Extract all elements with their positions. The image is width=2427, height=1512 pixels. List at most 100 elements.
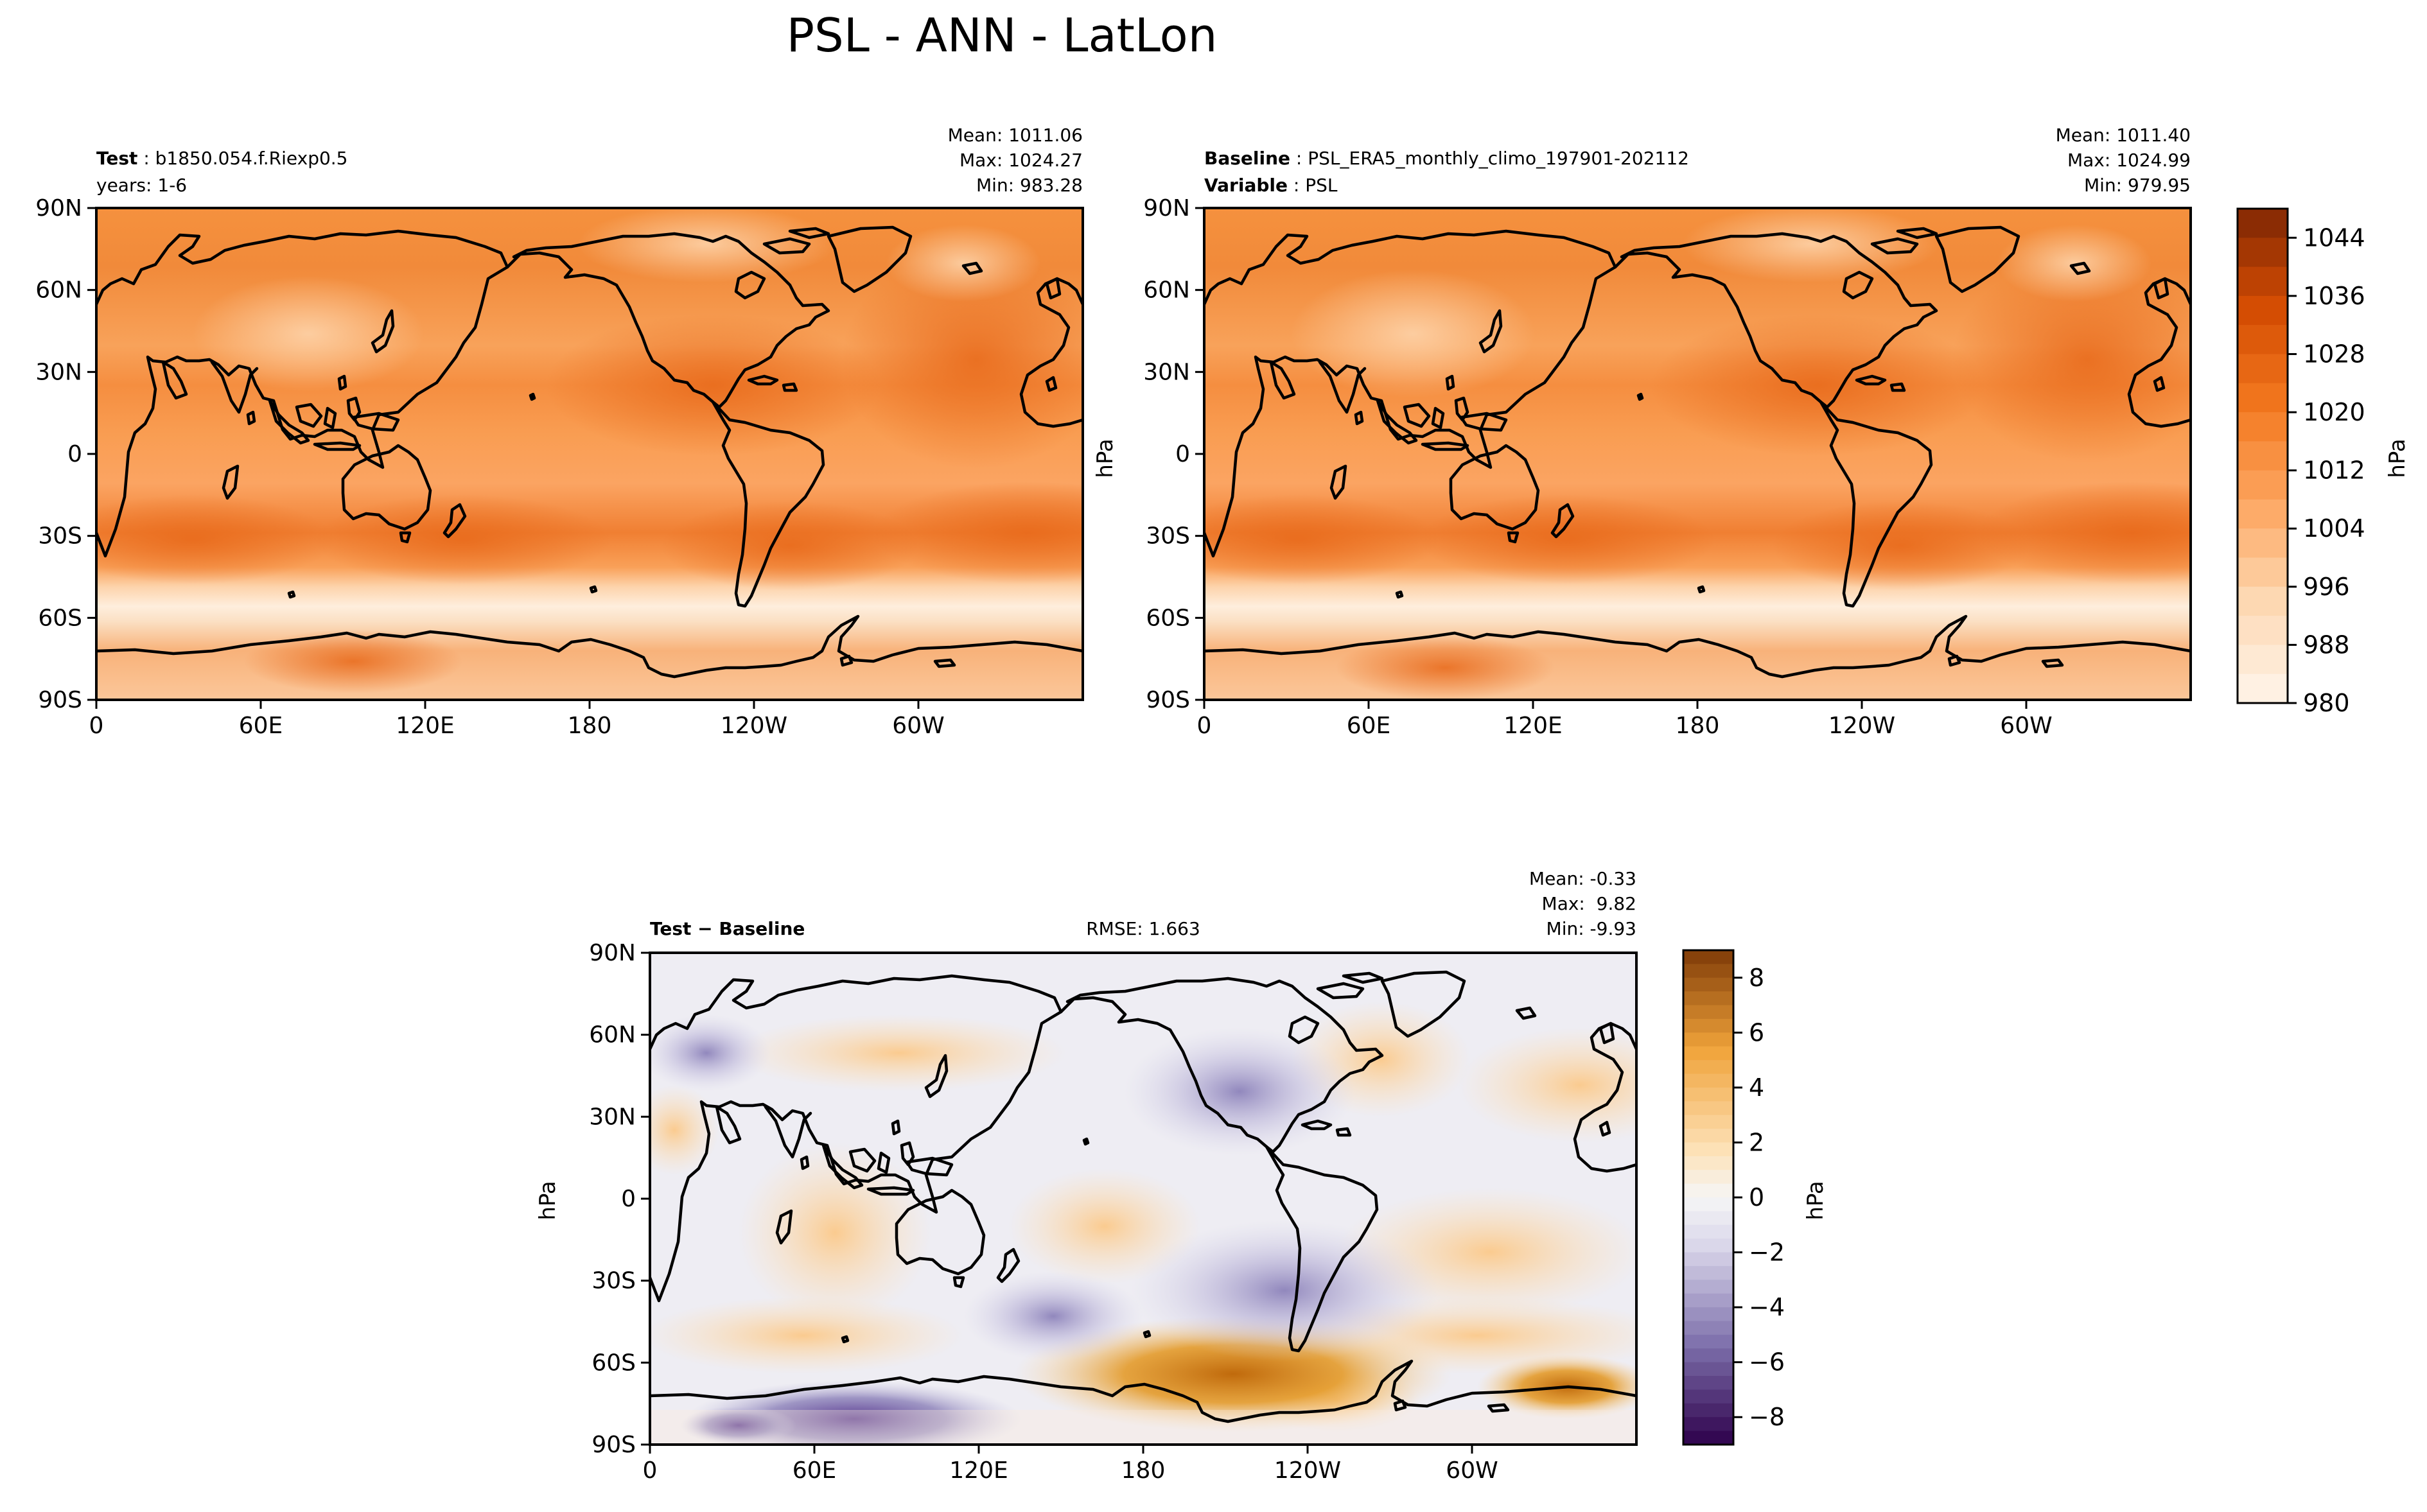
- x-tick-label: 120E: [949, 1457, 1008, 1484]
- diff-colorbar-swatches: [1683, 950, 1733, 1445]
- diff-yaxis: 90N 60N 30N 0 30S 60S 90S: [589, 940, 650, 1458]
- colorbar-tick-label: 1044: [2303, 223, 2365, 252]
- colorbar-swatch: [2238, 354, 2288, 384]
- diff-stat-min: Min: -9.93: [1546, 918, 1636, 939]
- colorbar-swatch: [1683, 1403, 1733, 1418]
- x-tick-label: 60W: [892, 713, 944, 739]
- colorbar-tick-label: 996: [2303, 573, 2350, 601]
- y-tick-label: 90N: [1143, 195, 1190, 222]
- diff-colorbar: 8 6 4 2 0 −2 −4 −6 −8 hPa: [1682, 949, 1828, 1446]
- colorbar-tick-label: 4: [1749, 1073, 1764, 1102]
- x-tick-label: 60W: [2000, 713, 2052, 739]
- colorbar-tick-label: 1012: [2303, 456, 2365, 485]
- colorbar-swatch: [2238, 383, 2288, 413]
- y-tick-label: 60N: [35, 277, 82, 304]
- y-tick-label: 30N: [1143, 359, 1190, 385]
- colorbar-swatch: [2238, 673, 2288, 704]
- colorbar-swatch: [1683, 1018, 1733, 1034]
- colorbar-swatch: [2238, 295, 2288, 326]
- colorbar-tick-label: 988: [2303, 630, 2350, 659]
- colorbar-tick-label: 0: [1749, 1183, 1764, 1212]
- colorbar-swatch: [2238, 616, 2288, 646]
- y-tick-label: 60N: [1143, 277, 1190, 304]
- diff-polar-band: [650, 1410, 1636, 1445]
- y-tick-label: 60S: [1146, 605, 1190, 631]
- test-label-case: : b1850.054.f.Riexp0.5: [137, 148, 347, 169]
- baseline-xaxis: 0 60E 120E 180 120W 60W: [1197, 700, 2053, 739]
- colorbar-swatch: [1683, 1238, 1733, 1253]
- colorbar-swatch: [1683, 1252, 1733, 1267]
- colorbar-swatch: [2238, 266, 2288, 297]
- colorbar-tick-label: −2: [1749, 1238, 1785, 1267]
- psl-colorbar: 980 988 996 1004 1012 1020 1028 1036 1044 hPa: [2236, 207, 2410, 717]
- y-tick-label: 90S: [38, 687, 82, 713]
- test-label-bold: Test: [96, 148, 137, 169]
- colorbar-swatch: [1683, 1115, 1733, 1130]
- diff-xaxis: 0 60E 120E 180 120W 60W: [643, 1445, 1498, 1484]
- colorbar-swatch: [2238, 441, 2288, 471]
- x-tick-label: 120W: [1828, 713, 1895, 739]
- baseline-variable-bold: Variable: [1204, 175, 1288, 196]
- colorbar-swatch: [1683, 1197, 1733, 1212]
- x-tick-label: 0: [1197, 713, 1212, 739]
- colorbar-swatch: [1683, 1032, 1733, 1047]
- y-tick-label: 30S: [38, 523, 82, 550]
- test-stat-mean: Mean: 1011.06: [948, 125, 1083, 146]
- baseline-stat-mean: Mean: 1011.40: [2056, 125, 2191, 146]
- colorbar-swatch: [1683, 950, 1733, 965]
- colorbar-tick-label: 2: [1749, 1128, 1764, 1156]
- x-tick-label: 60E: [793, 1457, 837, 1484]
- y-tick-label: 0: [621, 1186, 636, 1212]
- baseline-label-bold: Baseline: [1204, 148, 1290, 169]
- diff-stat-mean: Mean: -0.33: [1529, 868, 1636, 889]
- test-pressure-highs: [96, 250, 1083, 693]
- psl-colorbar-swatches: [2238, 209, 2288, 704]
- colorbar-swatch: [1683, 1293, 1733, 1308]
- baseline-stat-max: Max: 1024.99: [2067, 150, 2191, 171]
- baseline-units-label: hPa: [1092, 439, 1118, 478]
- baseline-pressure-highs: [1204, 257, 2191, 700]
- colorbar-swatch: [1683, 1170, 1733, 1185]
- diff-units-label: hPa: [535, 1181, 561, 1220]
- test-yaxis: 90N 60N 30N 0 30S 60S 90S: [35, 195, 96, 713]
- colorbar-swatch: [1683, 1224, 1733, 1240]
- colorbar-swatch: [1683, 1280, 1733, 1294]
- colorbar-swatch: [1683, 1211, 1733, 1226]
- x-tick-label: 60E: [1347, 713, 1391, 739]
- x-tick-label: 180: [1121, 1457, 1166, 1484]
- colorbar-tick-label: 1004: [2303, 514, 2365, 543]
- x-tick-label: 0: [643, 1457, 658, 1484]
- colorbar-swatch: [2238, 470, 2288, 500]
- y-tick-label: 90N: [35, 195, 82, 222]
- colorbar-swatch: [1683, 1334, 1733, 1350]
- diff-colorbar-ticks: 8 6 4 2 0 −2 −4 −6 −8: [1733, 964, 1785, 1431]
- test-map: [96, 208, 1083, 700]
- diff-map: [650, 953, 1636, 1445]
- test-years: years: 1-6: [96, 175, 187, 196]
- test-label: Test : b1850.054.f.Riexp0.5: [96, 148, 348, 169]
- y-tick-label: 90S: [591, 1432, 636, 1458]
- colorbar-swatch: [2238, 499, 2288, 530]
- figure-title: PSL - ANN - LatLon: [787, 8, 1218, 62]
- colorbar-swatch: [2238, 586, 2288, 617]
- x-tick-label: 60E: [239, 713, 283, 739]
- colorbar-swatch: [1683, 1156, 1733, 1171]
- colorbar-swatch: [1683, 1417, 1733, 1432]
- colorbar-swatch: [1683, 991, 1733, 1006]
- diff-rmse: RMSE: 1.663: [1086, 918, 1200, 939]
- x-tick-label: 120E: [1503, 713, 1562, 739]
- y-tick-label: 30N: [35, 359, 82, 385]
- colorbar-swatch: [1683, 1005, 1733, 1020]
- colorbar-swatch: [2238, 528, 2288, 559]
- colorbar-tick-label: −6: [1749, 1348, 1785, 1377]
- x-tick-label: 60W: [1446, 1457, 1498, 1484]
- colorbar-swatch: [1683, 1362, 1733, 1377]
- x-tick-label: 180: [568, 713, 612, 739]
- colorbar-swatch: [2238, 557, 2288, 587]
- x-tick-label: 180: [1676, 713, 1720, 739]
- y-tick-label: 30N: [589, 1104, 636, 1130]
- colorbar-tick-label: 1020: [2303, 398, 2365, 426]
- test-stat-min: Min: 983.28: [976, 175, 1083, 196]
- colorbar-swatch: [1683, 1348, 1733, 1363]
